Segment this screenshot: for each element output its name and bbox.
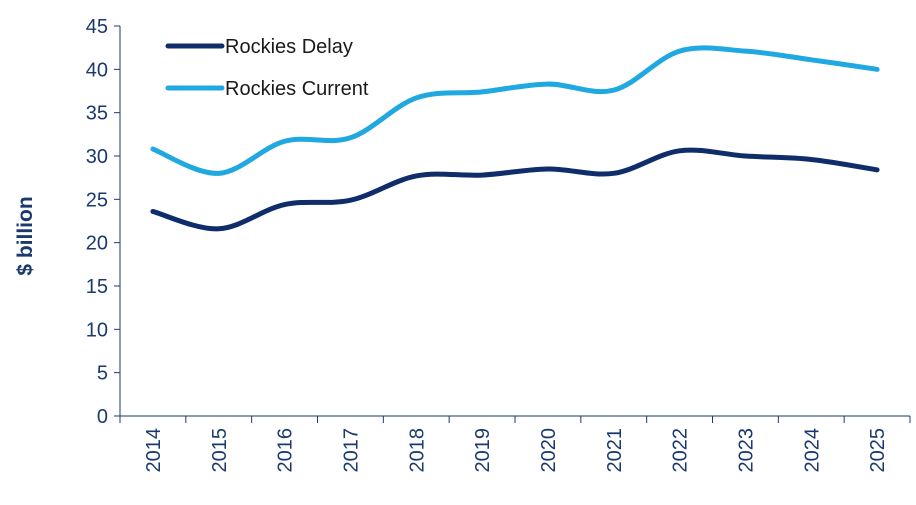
x-tick-label: 2022 (670, 428, 692, 473)
y-tick-label: 40 (86, 59, 108, 81)
y-tick-label: 35 (86, 103, 108, 125)
series-line-rockies-current (150, 45, 880, 176)
legend-label-rockies-current: Rockies Current (225, 78, 369, 100)
x-tick-label: 2021 (604, 428, 626, 473)
series-line-rockies-delay (150, 147, 880, 232)
y-tick-label: 10 (86, 319, 108, 341)
y-axis-title: $ billion (14, 196, 37, 275)
legend-label-rockies-delay: Rockies Delay (225, 36, 353, 58)
y-tick-label: 25 (86, 189, 108, 211)
x-tick-label: 2016 (275, 428, 297, 473)
y-tick-label: 20 (86, 233, 108, 255)
x-tick-label: 2015 (209, 428, 231, 473)
x-tick-label: 2024 (801, 428, 823, 473)
series-lines (150, 45, 880, 232)
x-tick-label: 2014 (143, 428, 165, 473)
x-tick-label: 2025 (867, 428, 889, 473)
y-tick-label: 30 (86, 146, 108, 168)
x-tick-label: 2020 (538, 428, 560, 473)
x-tick-label: 2018 (406, 428, 428, 473)
legend: Rockies Delay Rockies Current (165, 36, 369, 100)
y-tick-label: 15 (86, 276, 108, 298)
y-tick-label: 45 (86, 16, 108, 38)
x-tick-label: 2023 (735, 428, 757, 473)
x-tick-label: 2019 (472, 428, 494, 473)
y-tick-label: 0 (97, 406, 108, 428)
y-tick-label: 5 (97, 363, 108, 385)
x-tick-label: 2017 (340, 428, 362, 473)
